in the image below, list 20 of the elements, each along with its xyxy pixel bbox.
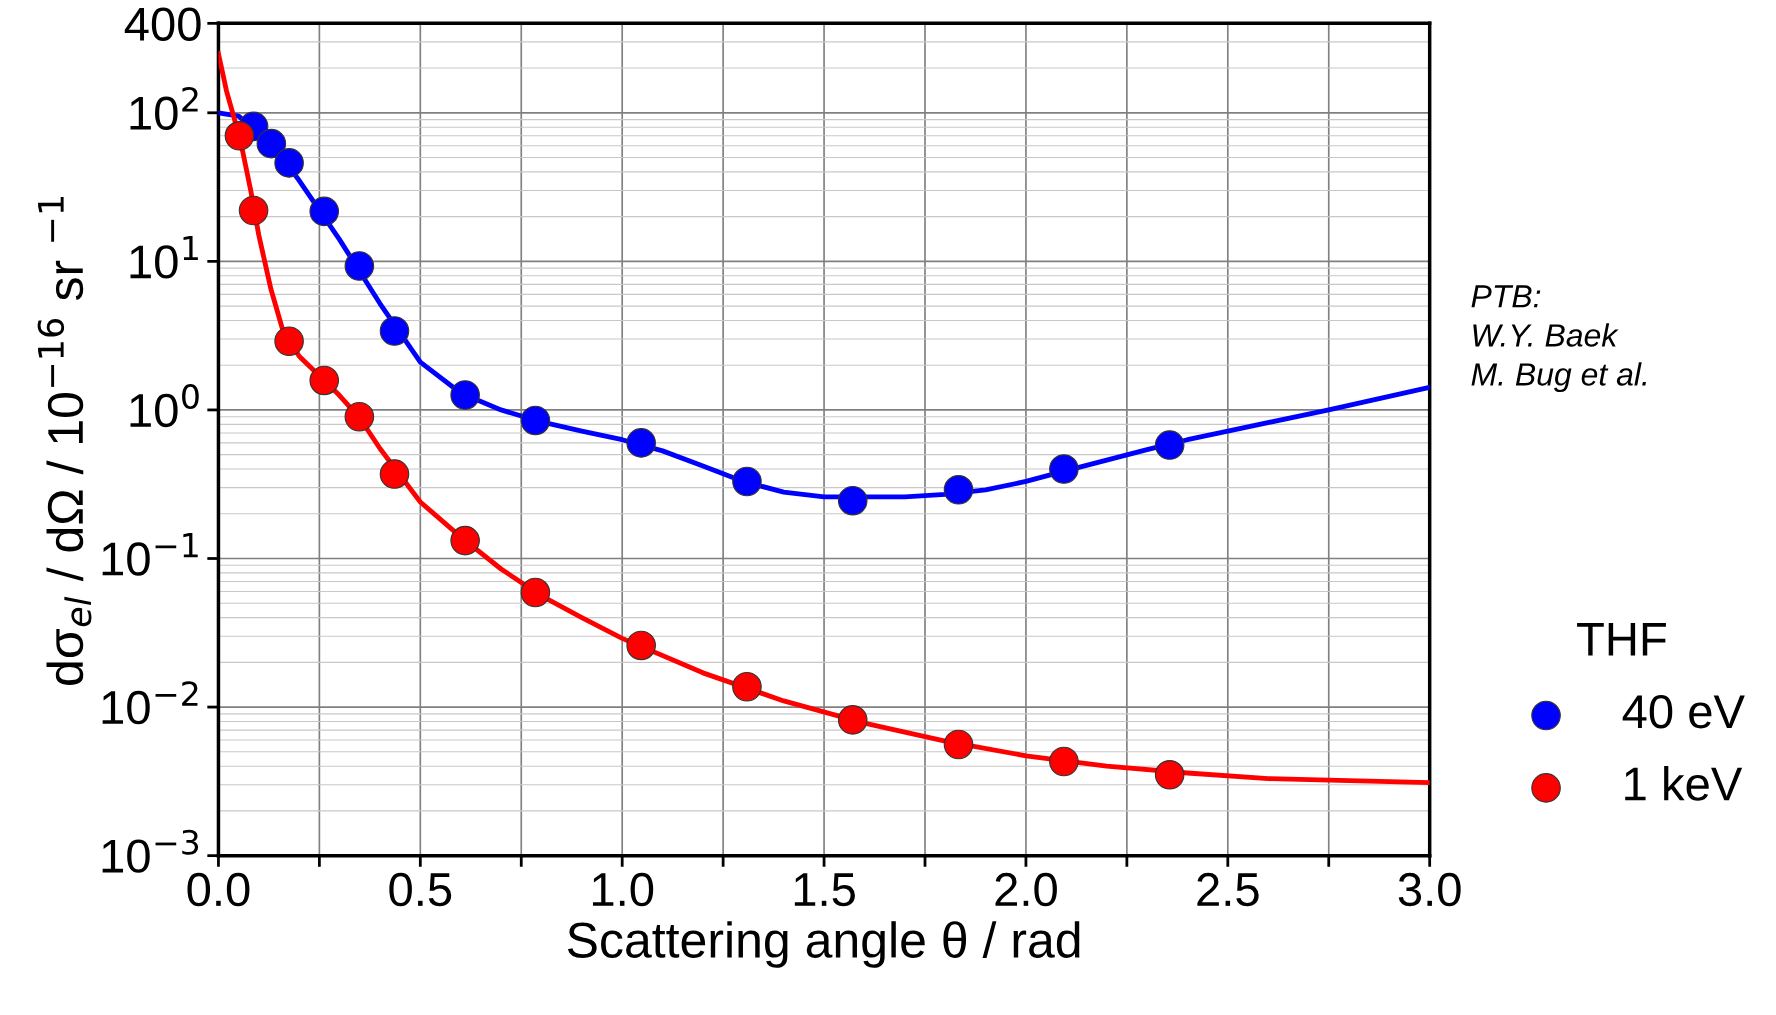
x-tick-label: 0.0 [187,872,250,907]
y-tick-label: 10$^{1}$ [130,235,198,279]
x-tick-label: 2.0 [995,872,1057,907]
legend-label: 40 eV [1622,694,1745,729]
y-tick-label: 400 [124,7,201,41]
x-tick-label: 1.0 [592,872,654,907]
y-tick-label: 10$^{0}$ [130,384,199,428]
x-tick-label: 3.0 [1398,872,1461,907]
text: PTB: W.Y. Baek M. Bug et al. [1471,285,1646,393]
y-tick-label: 10$^{−3}$ [102,829,199,873]
legend-title: THF [1577,623,1666,656]
y-tick-label: 10$^{−2}$ [102,681,198,725]
y-tick-label: 10$^{−1}$ [102,533,198,576]
x-tick-label: 2.5 [1197,872,1259,907]
legend-label: 1 keV [1625,766,1743,801]
x-tick-label: 1.5 [794,873,855,907]
y-axis-title: dσ$_{el}$ / dΩ / 10$^{−16}$ sr $^{−1}$ [37,197,92,685]
x-axis-title: Scattering angle θ / rad [567,921,1080,968]
x-tick-label: 0.5 [389,872,452,907]
y-tick-label: 10$^{2}$ [130,86,198,131]
